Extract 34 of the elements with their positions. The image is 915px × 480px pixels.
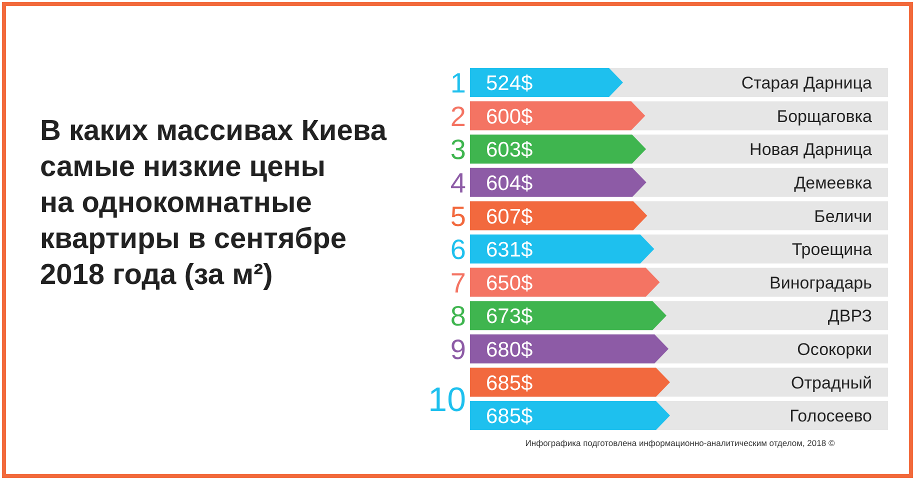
y-tick-label: Троещина [792,240,873,260]
data-label: 604$ [486,172,534,195]
text: 7 [450,267,466,298]
data-label: 607$ [486,205,534,228]
data-label: 673$ [486,305,534,328]
data-label: 685$ [486,405,534,428]
text: В каких массивах Киева самые низкие цены на однокомнатные квартиры в сентябре 2018 года (за м²) [40,115,388,291]
text: 8 [450,300,466,332]
text: 2 [450,100,466,132]
y-tick-label: Беличи [814,206,872,226]
y-tick-label: Осокорки [797,340,872,360]
text: Инфографика подготовлена информационно-аналитическим отделом, 2018 © [525,438,836,448]
data-label: 603$ [486,138,534,162]
text: 4 [450,167,466,198]
text: 3 [450,134,466,166]
data-label: 680$ [486,338,534,362]
text: 10 [428,381,466,420]
text: 9 [450,334,466,365]
data-label: 600$ [486,105,534,128]
data-label: 524$ [486,72,534,96]
y-tick-label: Виноградарь [770,273,872,292]
data-label: 685$ [486,372,534,395]
data-label: 631$ [486,238,534,262]
y-tick-label: Борщаговка [776,106,873,126]
text: 5 [450,200,466,232]
text: 6 [450,234,466,266]
text: 1 [450,68,466,99]
y-tick-label: Демеевка [794,174,873,193]
y-tick-label: Голосеево [790,406,872,426]
y-tick-label: Отрадный [791,373,872,392]
y-tick-label: Старая Дарница [741,74,873,93]
y-tick-label: Новая Дарница [750,140,873,160]
data-label: 650$ [486,272,534,295]
y-tick-label: ДВРЗ [828,306,872,326]
